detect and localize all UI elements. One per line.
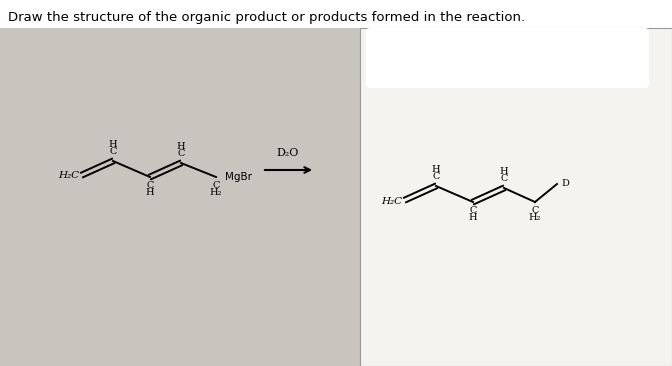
Text: H: H [177, 142, 185, 151]
Text: C: C [432, 172, 439, 181]
FancyBboxPatch shape [0, 28, 360, 366]
Text: MgBr: MgBr [225, 172, 252, 182]
Text: Draw the structure of the organic product or products formed in the reaction.: Draw the structure of the organic produc… [8, 11, 525, 25]
Text: D₂O: D₂O [277, 148, 299, 158]
FancyBboxPatch shape [0, 0, 672, 28]
Text: C: C [532, 206, 539, 215]
Text: H: H [500, 167, 508, 176]
Text: H: H [468, 213, 477, 222]
Text: H: H [109, 140, 118, 149]
Text: H: H [431, 165, 440, 174]
Text: H₂C: H₂C [381, 197, 402, 205]
Text: C: C [469, 206, 476, 215]
Text: H₂C: H₂C [58, 172, 79, 180]
FancyBboxPatch shape [360, 28, 672, 366]
Text: H₂: H₂ [529, 213, 541, 222]
Text: C: C [146, 181, 154, 190]
Text: C: C [177, 149, 185, 158]
Text: D: D [561, 179, 569, 187]
Text: C: C [110, 147, 117, 156]
Text: C: C [212, 181, 220, 190]
Text: C: C [501, 174, 507, 183]
Text: H₂: H₂ [210, 188, 222, 197]
Text: H: H [146, 188, 155, 197]
FancyBboxPatch shape [366, 28, 649, 88]
